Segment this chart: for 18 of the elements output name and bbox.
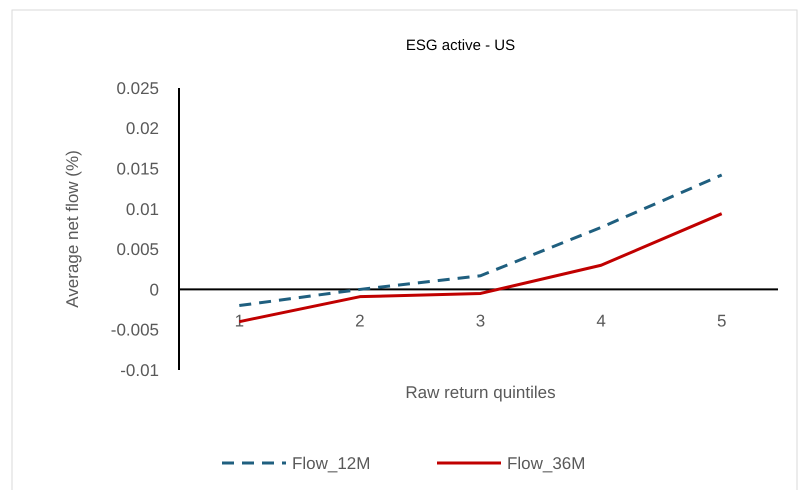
x-tick-label: 4 xyxy=(596,311,606,330)
y-tick-label: 0.005 xyxy=(116,240,159,260)
y-axis-title: Average net flow (%) xyxy=(63,150,82,308)
y-tick-label: 0.015 xyxy=(116,160,159,179)
y-tick-label: 0.025 xyxy=(116,78,159,98)
legend-label: Flow_12M xyxy=(292,454,370,473)
line-series xyxy=(238,174,724,308)
x-axis-title: Raw return quintiles xyxy=(405,383,556,402)
x-tick-label: 3 xyxy=(476,311,486,330)
y-tick-label: 0.02 xyxy=(126,119,159,138)
chart-title: ESG active - US xyxy=(406,37,516,54)
x-tick-label: 5 xyxy=(716,311,726,330)
y-tick-label: -0.005 xyxy=(110,320,159,340)
legend-label: Flow_36M xyxy=(507,454,586,473)
y-tick-label: -0.01 xyxy=(120,360,159,380)
y-tick-label: 0.01 xyxy=(126,200,159,219)
x-tick-label: 2 xyxy=(355,311,365,330)
y-tick-label: 0 xyxy=(150,280,159,300)
